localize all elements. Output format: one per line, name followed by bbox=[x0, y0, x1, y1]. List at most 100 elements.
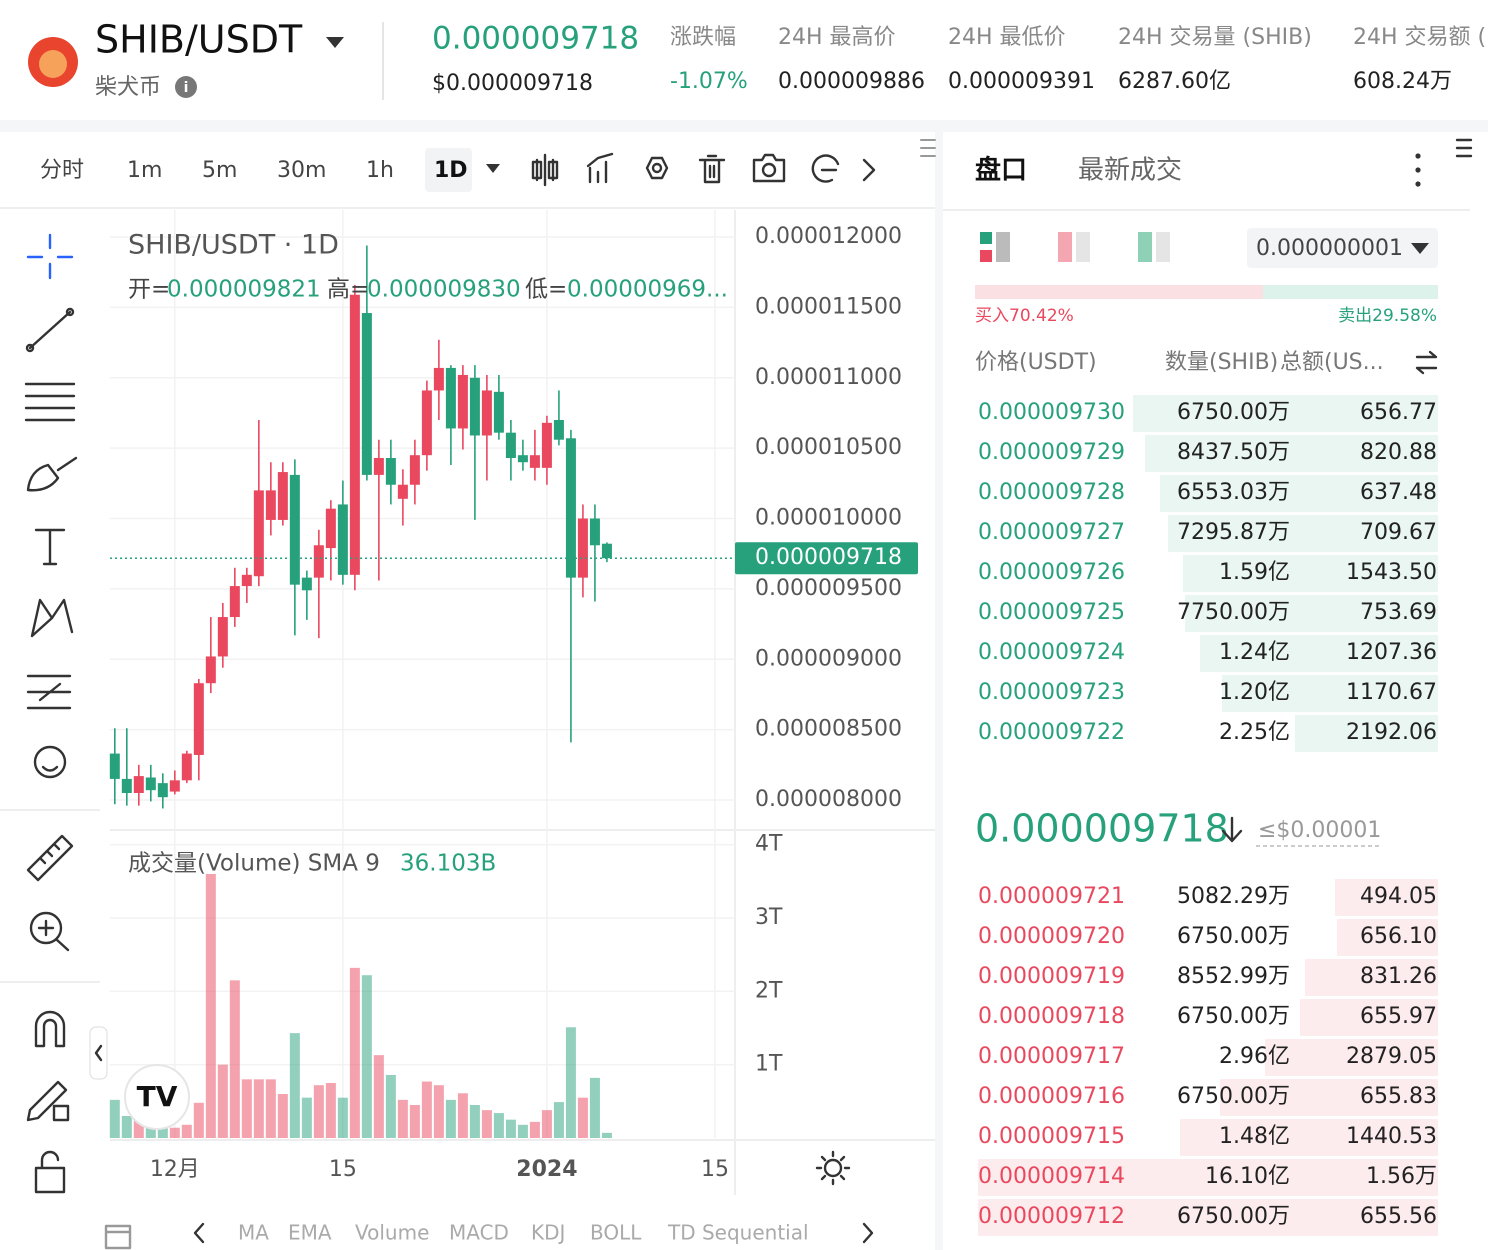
indicator-tab[interactable]: TD Sequential bbox=[667, 1221, 809, 1245]
book-price[interactable]: 0.000009727 bbox=[978, 520, 1125, 545]
candle-body bbox=[349, 294, 360, 575]
magnet-tool[interactable] bbox=[34, 1010, 66, 1048]
volume-bar bbox=[601, 1132, 612, 1138]
candle-body bbox=[373, 458, 384, 475]
book-price[interactable]: 0.000009714 bbox=[978, 1164, 1125, 1189]
book-qty: 1.59亿 bbox=[1219, 560, 1290, 585]
book-price[interactable]: 0.000009725 bbox=[978, 600, 1125, 625]
handle bbox=[65, 307, 75, 317]
interval[interactable]: 1m bbox=[127, 158, 162, 183]
sun-icon[interactable] bbox=[815, 1150, 851, 1186]
book-price[interactable]: 0.000009712 bbox=[978, 1204, 1125, 1229]
layout-both[interactable] bbox=[980, 232, 992, 244]
tab[interactable]: 最新成交 bbox=[1078, 156, 1182, 186]
mid-price: 0.000009718 bbox=[975, 807, 1229, 851]
book-price[interactable]: 0.000009722 bbox=[978, 720, 1125, 745]
indicator-tab[interactable]: KDJ bbox=[531, 1221, 565, 1245]
projection-tool[interactable] bbox=[26, 674, 72, 710]
book-price[interactable]: 0.000009718 bbox=[978, 1004, 1125, 1029]
unlock-tool[interactable] bbox=[34, 1150, 66, 1194]
layout-asks[interactable] bbox=[1058, 232, 1072, 262]
interval[interactable]: 30m bbox=[277, 158, 326, 183]
interval-dropdown[interactable] bbox=[486, 164, 500, 173]
candle-body bbox=[589, 518, 600, 546]
book-qty: 2.96亿 bbox=[1219, 1044, 1290, 1069]
panel-menu[interactable] bbox=[920, 139, 936, 157]
candle-body bbox=[181, 753, 192, 781]
book-price[interactable]: 0.000009720 bbox=[978, 924, 1125, 949]
indicators-next[interactable] bbox=[862, 1222, 874, 1244]
book-price[interactable]: 0.000009730 bbox=[978, 400, 1125, 425]
emoji-tool[interactable] bbox=[33, 745, 67, 779]
dot bbox=[1415, 153, 1421, 159]
book-price[interactable]: 0.000009717 bbox=[978, 1044, 1125, 1069]
kebab[interactable] bbox=[1415, 153, 1421, 187]
panel-menu[interactable] bbox=[1455, 138, 1473, 158]
candle-body bbox=[253, 490, 264, 577]
candle-type-icon[interactable] bbox=[531, 153, 559, 187]
stat-label: 涨跌幅 bbox=[670, 25, 736, 50]
book-price[interactable]: 0.000009728 bbox=[978, 480, 1125, 505]
pair[interactable]: SHIB/USDT bbox=[95, 18, 303, 62]
depth-bar bbox=[1168, 515, 1438, 552]
collapse-handle[interactable] bbox=[89, 1026, 108, 1080]
pair-dropdown[interactable] bbox=[326, 37, 344, 48]
interval[interactable]: 分时 bbox=[40, 158, 84, 183]
fib-tool[interactable] bbox=[24, 382, 76, 422]
crosshair-tool[interactable] bbox=[26, 233, 74, 280]
brush-tool[interactable] bbox=[26, 456, 78, 492]
book-price[interactable]: 0.000009729 bbox=[978, 440, 1125, 465]
indicators-prev[interactable] bbox=[193, 1222, 205, 1244]
book-qty: 6750.00万 bbox=[1177, 400, 1290, 425]
info-icon[interactable] bbox=[175, 76, 197, 98]
depth-bar bbox=[1220, 1079, 1438, 1116]
ruler-tool[interactable] bbox=[26, 834, 74, 882]
toolbar-more[interactable] bbox=[862, 158, 876, 182]
delete-icon[interactable] bbox=[698, 154, 726, 184]
indicator-tab[interactable]: EMA bbox=[288, 1221, 332, 1245]
settings-icon[interactable] bbox=[645, 156, 669, 180]
book-price[interactable]: 0.000009723 bbox=[978, 680, 1125, 705]
indicator-tab[interactable]: BOLL bbox=[590, 1221, 642, 1245]
zoom-tool[interactable] bbox=[29, 911, 63, 945]
depth-bar bbox=[1133, 395, 1438, 432]
text-tool[interactable] bbox=[34, 528, 66, 566]
indicator-tab[interactable]: MA bbox=[238, 1221, 269, 1245]
snapshot-icon[interactable] bbox=[752, 153, 786, 183]
volume-bar bbox=[385, 1074, 396, 1138]
depth-bar bbox=[1222, 675, 1438, 712]
volume-bar bbox=[109, 1099, 120, 1138]
book-price[interactable]: 0.000009726 bbox=[978, 560, 1125, 585]
book-price[interactable]: 0.000009724 bbox=[978, 640, 1125, 665]
last-price-usd: $0.000009718 bbox=[432, 71, 593, 96]
precision-select[interactable] bbox=[1247, 228, 1438, 268]
depth-bar bbox=[1145, 435, 1438, 472]
calendar-icon[interactable] bbox=[104, 1224, 132, 1250]
tv-logo[interactable] bbox=[124, 1064, 190, 1130]
indicator-tab[interactable]: MACD bbox=[449, 1221, 509, 1245]
swap-icon[interactable] bbox=[1415, 350, 1438, 375]
layout-bids bbox=[1156, 232, 1170, 262]
replay-icon[interactable] bbox=[811, 154, 840, 183]
lock-drawing-tool[interactable] bbox=[26, 1080, 70, 1122]
book-price[interactable]: 0.000009719 bbox=[978, 964, 1125, 989]
volume-bar bbox=[193, 1102, 204, 1138]
layout-bids[interactable] bbox=[1138, 232, 1152, 262]
depth-bar bbox=[1337, 919, 1438, 956]
book-price[interactable]: 0.000009715 bbox=[978, 1124, 1125, 1149]
book-price[interactable]: 0.000009721 bbox=[978, 884, 1125, 909]
candle-body bbox=[289, 474, 300, 585]
trend-line-tool[interactable] bbox=[28, 310, 72, 350]
collapse-arrow bbox=[94, 1044, 103, 1062]
interval[interactable]: 1h bbox=[366, 158, 394, 183]
book-price[interactable]: 0.000009716 bbox=[978, 1084, 1125, 1109]
candle-body bbox=[433, 367, 444, 391]
tab-active[interactable]: 盘口 bbox=[975, 155, 1027, 186]
interval[interactable]: 5m bbox=[202, 158, 237, 183]
indicator-tab[interactable]: Volume bbox=[355, 1221, 429, 1245]
volume-bar bbox=[121, 1116, 132, 1138]
indicator-icon[interactable] bbox=[586, 152, 614, 184]
pattern-tool[interactable] bbox=[30, 598, 74, 638]
interval[interactable]: 1D bbox=[434, 158, 468, 183]
